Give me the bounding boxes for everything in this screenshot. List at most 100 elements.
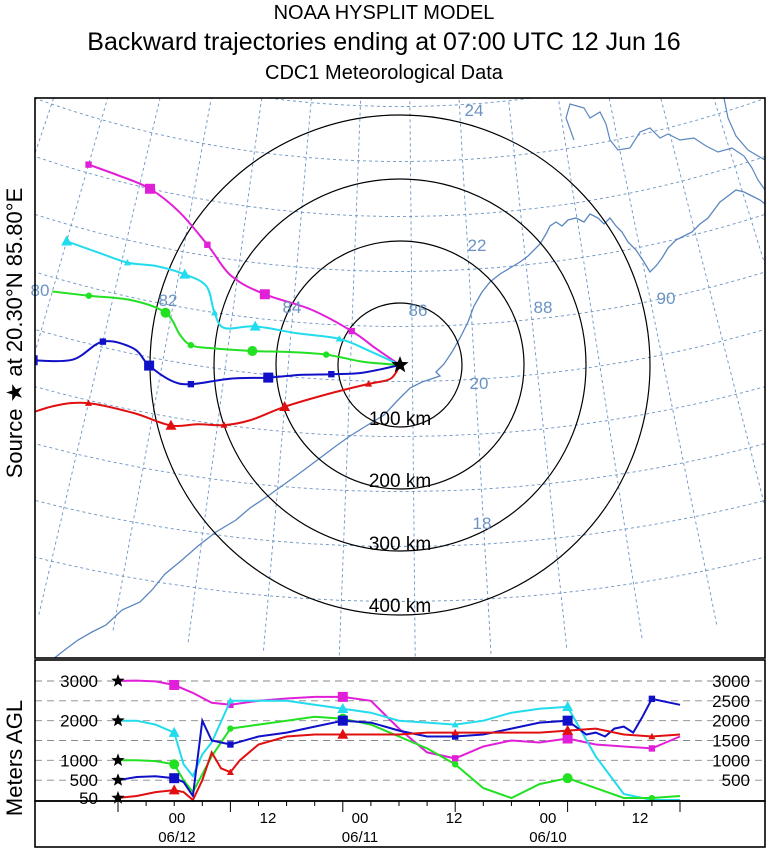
trajectory-point <box>247 345 258 356</box>
height-marker <box>227 725 234 732</box>
map-content <box>0 0 768 658</box>
range-ring-labels: 100 km 200 km 300 km 400 km <box>369 409 431 617</box>
height-marker <box>451 720 459 728</box>
parallel-line <box>35 499 765 547</box>
meridian-line <box>660 98 765 509</box>
chart-subtitle: Backward trajectories ending at 07:00 UT… <box>87 28 681 56</box>
meridian-line <box>731 0 768 563</box>
height-tick-label: 1000 <box>60 751 98 770</box>
meridian-line <box>38 98 161 615</box>
height-marker <box>648 794 656 801</box>
longitude-label: 86 <box>409 301 428 320</box>
height-marker <box>337 691 348 702</box>
trajectory-point <box>220 421 228 428</box>
trajectory-point <box>348 327 355 335</box>
range-ring-label: 400 km <box>369 596 431 617</box>
height-marker <box>169 773 180 784</box>
height-marker <box>226 697 234 704</box>
trajectory-point <box>85 161 92 168</box>
parallel-line <box>35 271 765 327</box>
parallel-line <box>35 556 765 602</box>
longitude-label: 80 <box>31 281 50 300</box>
meridian-line <box>557 98 643 638</box>
height-tick-label: 3000 <box>60 672 98 691</box>
lat-lon-grid <box>0 0 768 657</box>
height-tick-label: 500 <box>70 771 98 790</box>
time-tick-label: 12 <box>446 810 463 827</box>
height-marker <box>648 695 656 703</box>
height-profile-lines <box>117 679 681 801</box>
parallel-line <box>35 443 765 492</box>
start-height-star-icon <box>111 773 125 786</box>
height-marker <box>562 701 574 712</box>
latitude-labels: 24 22 20 18 <box>465 101 492 533</box>
trajectory-line <box>35 340 401 386</box>
trajectory-point <box>99 338 107 345</box>
height-marker <box>648 745 656 752</box>
trajectory-point <box>165 419 177 430</box>
height-marker <box>452 733 459 740</box>
start-height-star-icon <box>111 713 125 727</box>
coastline <box>53 98 765 658</box>
time-tick-label: 12 <box>260 810 277 827</box>
time-axis: 00 12 00 12 00 12 06/12 06/11 06/10 <box>117 801 681 846</box>
trajectory-point <box>279 401 291 412</box>
trajectory-point <box>160 307 171 318</box>
parallel-line <box>264 98 536 107</box>
meridian-line <box>409 98 416 657</box>
trajectory-point <box>187 380 195 388</box>
height-marker <box>226 768 234 775</box>
longitude-label: 88 <box>534 298 553 317</box>
meridian-line <box>338 98 362 656</box>
date-label: 06/11 <box>342 829 378 846</box>
meridian-line <box>507 98 568 648</box>
height-marker <box>337 715 348 726</box>
height-tick-label-right: 2000 <box>712 712 750 731</box>
date-label: 06/10 <box>529 829 567 846</box>
height-tick-label-right: 1500 <box>712 732 750 751</box>
height-marker <box>337 728 349 739</box>
range-ring-label: 100 km <box>369 409 431 430</box>
meridian-line <box>112 98 212 631</box>
meridian-line <box>713 98 765 267</box>
height-tick-label-right: 2500 <box>712 692 750 711</box>
height-tick-label-right: 1000 <box>712 751 750 770</box>
trajectory-point <box>323 351 330 358</box>
time-axis-frame <box>34 800 766 848</box>
parallel-line <box>35 156 765 217</box>
longitude-label: 84 <box>283 298 302 317</box>
coast-detail <box>723 98 765 161</box>
time-tick-label: 12 <box>632 810 649 827</box>
trajectory-lines <box>11 161 401 430</box>
start-height-stars <box>111 674 125 804</box>
range-ring-label: 200 km <box>369 471 431 492</box>
trajectory-point <box>187 341 195 349</box>
time-tick-label: 00 <box>169 810 186 827</box>
trajectory-point <box>11 413 22 423</box>
longitude-label: 82 <box>159 291 178 310</box>
trajectory-point <box>204 241 211 248</box>
latitude-label: 18 <box>473 514 492 533</box>
trajectory-point <box>259 289 270 300</box>
bangladesh-river-outline <box>565 103 765 191</box>
time-tick-label: 00 <box>540 810 557 827</box>
trajectory-point <box>210 308 218 316</box>
parallel-line <box>35 213 765 272</box>
meridian-line <box>263 98 312 651</box>
latitude-label: 24 <box>465 101 484 120</box>
height-marker <box>169 759 180 770</box>
trajectory-point <box>144 360 155 371</box>
height-tick-label: 2000 <box>60 712 98 731</box>
india-coastline <box>53 189 765 658</box>
chart-title: NOAA HYSPLIT MODEL <box>273 2 495 24</box>
trajectory-point <box>179 268 191 279</box>
trajectory-point <box>335 335 343 342</box>
map-panel: 100 km 200 km 300 km 400 km 80 82 84 86 88 90 24… <box>0 0 768 659</box>
trajectory-line <box>66 240 401 366</box>
height-marker <box>562 715 573 726</box>
meridian-line <box>0 0 43 547</box>
